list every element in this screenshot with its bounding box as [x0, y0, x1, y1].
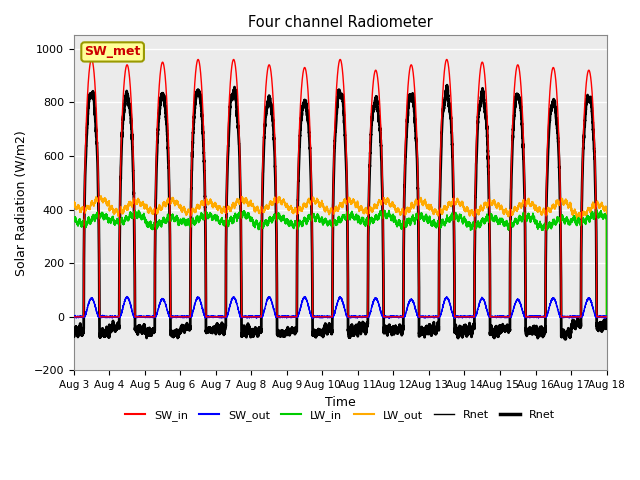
SW_out: [322, 313, 330, 319]
LW_out: [460, 204, 467, 210]
Rnet: [443, 82, 451, 88]
SW_in: [460, 314, 467, 320]
SW_in: [603, 314, 611, 320]
LW_in: [322, 218, 330, 224]
Rnet: [474, 110, 482, 116]
SW_out: [70, 314, 77, 320]
Title: Four channel Radiometer: Four channel Radiometer: [248, 15, 433, 30]
X-axis label: Time: Time: [324, 396, 356, 408]
Rnet: [562, 336, 570, 342]
SW_out: [123, 294, 131, 300]
LW_in: [593, 207, 601, 213]
LW_in: [580, 219, 588, 225]
LW_out: [97, 193, 105, 199]
SW_out: [251, 314, 259, 320]
Rnet: [322, 325, 330, 331]
Rnet: [460, 327, 467, 333]
LW_in: [603, 314, 611, 320]
Line: Rnet: Rnet: [74, 85, 607, 339]
SW_out: [580, 306, 588, 312]
SW_in: [580, 112, 588, 118]
Line: SW_out: SW_out: [74, 297, 607, 318]
Rnet: [443, 82, 451, 88]
Rnet: [603, 314, 611, 320]
LW_in: [474, 219, 482, 225]
Rnet: [562, 336, 570, 342]
Rnet: [580, 128, 588, 133]
SW_in: [70, 314, 77, 320]
SW_in: [251, 314, 259, 320]
Y-axis label: Solar Radiation (W/m2): Solar Radiation (W/m2): [15, 130, 28, 276]
Rnet: [251, 327, 259, 333]
SW_out: [474, 304, 482, 310]
Line: SW_in: SW_in: [74, 60, 607, 317]
Rnet: [603, 314, 611, 320]
LW_out: [474, 212, 482, 217]
LW_out: [574, 214, 582, 219]
LW_out: [251, 207, 259, 213]
LW_out: [322, 205, 330, 211]
LW_in: [70, 217, 77, 223]
Rnet: [322, 325, 330, 331]
LW_in: [573, 217, 581, 223]
Rnet: [70, 331, 77, 336]
Line: LW_in: LW_in: [74, 210, 607, 317]
LW_in: [460, 217, 467, 223]
LW_in: [251, 220, 259, 226]
SW_in: [574, 314, 582, 320]
Rnet: [460, 327, 467, 333]
Rnet: [574, 320, 582, 325]
Rnet: [580, 128, 588, 133]
SW_out: [603, 314, 611, 320]
SW_out: [460, 314, 467, 320]
SW_in: [88, 57, 95, 62]
Rnet: [474, 110, 482, 116]
LW_out: [580, 209, 588, 215]
Legend: SW_in, SW_out, LW_in, LW_out, Rnet, Rnet: SW_in, SW_out, LW_in, LW_out, Rnet, Rnet: [121, 406, 559, 425]
Rnet: [251, 327, 259, 333]
SW_in: [474, 93, 482, 98]
LW_out: [70, 200, 77, 206]
SW_in: [322, 314, 330, 320]
Text: SW_met: SW_met: [84, 46, 141, 59]
Line: Rnet: Rnet: [74, 85, 607, 339]
Rnet: [70, 331, 77, 336]
Rnet: [574, 320, 582, 325]
SW_out: [385, 315, 393, 321]
LW_out: [603, 314, 611, 320]
Line: LW_out: LW_out: [74, 196, 607, 317]
SW_out: [574, 314, 582, 320]
